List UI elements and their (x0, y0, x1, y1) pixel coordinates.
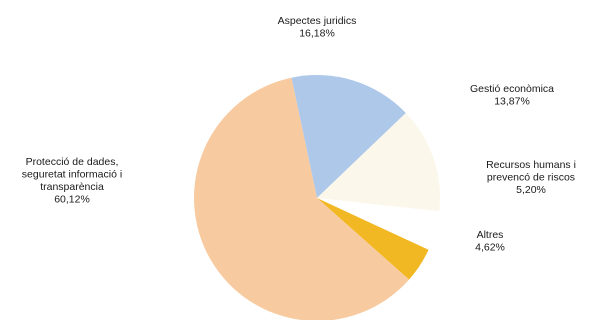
slice-label-5: Protecció de dades,seguretat informació … (22, 156, 122, 206)
slice-name-label: seguretat informació i (22, 169, 122, 181)
pie-slice-5 (194, 77, 410, 320)
slice-name-label: Protecció de dades, (26, 156, 119, 168)
slice-value-label: 13,87% (494, 96, 530, 108)
slice-value-label: 60,12% (54, 194, 90, 206)
pie-slice-3 (317, 198, 440, 250)
slice-value-label: 4,62% (475, 242, 505, 254)
pie-slice-1 (291, 75, 406, 198)
slice-value-label: 5,20% (516, 184, 546, 196)
slice-name-label: prevencó de riscos (487, 172, 575, 184)
slice-value-label: 16,18% (299, 28, 335, 40)
slice-name-label: transparència (40, 181, 104, 193)
pie-slices (194, 75, 440, 320)
slice-name-label: Recursos humans i (486, 159, 576, 171)
slice-name-label: Altres (477, 229, 504, 241)
pie-slice-4 (317, 198, 429, 280)
slice-name-label: Gestió econòmica (470, 83, 554, 95)
pie-slice-2 (317, 112, 440, 212)
slice-name-label: Aspectes juridics (278, 15, 357, 27)
